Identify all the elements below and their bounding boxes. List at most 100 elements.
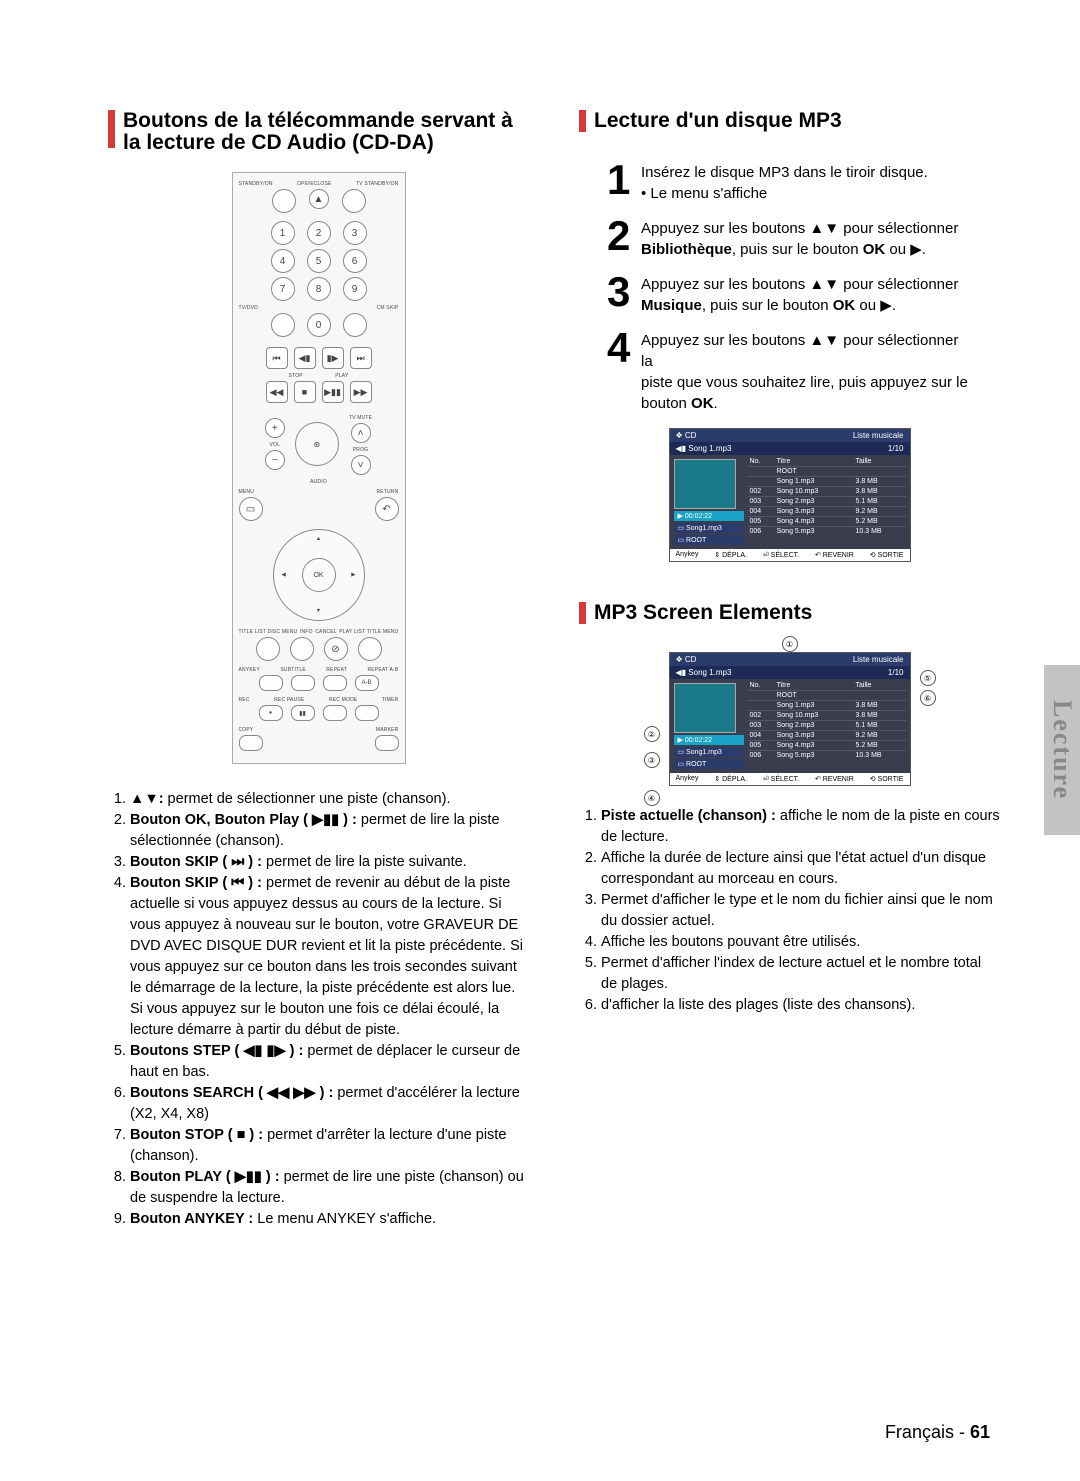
callout-2: ②	[644, 726, 660, 742]
num-9[interactable]: 9	[343, 277, 367, 301]
label-openclose: OPEN/CLOSE	[297, 181, 332, 187]
element-item: d'afficher la liste des plages (liste de…	[601, 995, 1000, 1016]
callout-6: ⑥	[920, 690, 936, 706]
label-repeatab: REPEAT A-B	[367, 667, 398, 673]
element-item: Piste actuelle (chanson) : affiche le no…	[601, 806, 1000, 848]
num-2[interactable]: 2	[307, 221, 331, 245]
callout-1: ①	[782, 636, 798, 652]
callout-5: ⑤	[920, 670, 936, 686]
label-prog: PROG	[353, 447, 369, 453]
step: 4Appuyez sur les boutons ▲▼ pour sélecti…	[607, 330, 970, 414]
standby-button[interactable]	[272, 189, 296, 213]
callout-4: ④	[644, 790, 660, 806]
step: 1Insérez le disque MP3 dans le tiroir di…	[607, 162, 970, 204]
right-heading2: MP3 Screen Elements	[594, 602, 812, 624]
vol-down-button[interactable]: −	[265, 450, 285, 470]
rec-button[interactable]: ●	[259, 705, 283, 721]
search-back-button[interactable]: ◀◀	[266, 381, 288, 403]
vol-up-button[interactable]: +	[265, 418, 285, 438]
heading-red-bar	[108, 110, 115, 148]
num-1[interactable]: 1	[271, 221, 295, 245]
marker-button[interactable]	[375, 735, 399, 751]
tv-standby-button[interactable]	[342, 189, 366, 213]
stop-button[interactable]: ■	[294, 381, 316, 403]
page-root: Boutons de la télécommande servant à la …	[0, 0, 1080, 1481]
label-menu: MENU	[239, 489, 255, 495]
left-heading-row: Boutons de la télécommande servant à la …	[108, 110, 529, 154]
return-button[interactable]: ↶	[375, 497, 399, 521]
search-fwd-button[interactable]: ▶▶	[350, 381, 372, 403]
step-text: Insérez le disque MP3 dans le tiroir dis…	[641, 162, 928, 204]
right-heading1-row: Lecture d'un disque MP3	[579, 110, 1000, 132]
num-0[interactable]: 0	[307, 313, 331, 337]
footer-sep: -	[954, 1422, 970, 1442]
label-rec: REC	[239, 697, 250, 703]
function-item: Boutons STEP ( ◀▮ ▮▶ ) : permet de dépla…	[130, 1041, 529, 1083]
footer-page: 61	[970, 1422, 990, 1442]
cancel-button[interactable]: ⊘	[324, 637, 348, 661]
timer-button[interactable]	[355, 705, 379, 721]
label-recmode: REC MODE	[329, 697, 358, 703]
recmode-button[interactable]	[323, 705, 347, 721]
playlist-button[interactable]	[358, 637, 382, 661]
dpad-ok-button[interactable]: OK	[302, 558, 336, 592]
num-4[interactable]: 4	[271, 249, 295, 273]
callout-3: ③	[644, 752, 660, 768]
heading-red-bar	[579, 602, 586, 624]
anykey-button[interactable]	[259, 675, 283, 691]
element-item: Permet d'afficher le type et le nom du f…	[601, 890, 1000, 932]
label-subtitle: SUBTITLE	[280, 667, 306, 673]
right-column: Lecture d'un disque MP3 1Insérez le disq…	[579, 110, 1000, 1230]
label-timer: TIMER	[382, 697, 399, 703]
step-text: Appuyez sur les boutons ▲▼ pour sélectio…	[641, 330, 970, 414]
step-text: Appuyez sur les boutons ▲▼ pour sélectio…	[641, 218, 958, 260]
prog-down-button[interactable]: ˅	[351, 455, 371, 475]
label-audio: AUDIO	[310, 479, 327, 485]
repeat-ab-button[interactable]: A-B	[355, 675, 379, 691]
recpause-button[interactable]: ▮▮	[291, 705, 315, 721]
label-copy: COPY	[239, 727, 254, 733]
prog-up-button[interactable]: ˄	[351, 423, 371, 443]
step-back-button[interactable]: ◀▮	[294, 347, 316, 369]
element-item: Permet d'afficher l'index de lecture act…	[601, 953, 1000, 995]
step-fwd-button[interactable]: ▮▶	[322, 347, 344, 369]
num-8[interactable]: 8	[307, 277, 331, 301]
copy-button[interactable]	[239, 735, 263, 751]
element-item: Affiche la durée de lecture ainsi que l'…	[601, 848, 1000, 890]
label-tvstandby: TV STANDBY/ON	[356, 181, 399, 187]
page-footer: Français - 61	[885, 1422, 990, 1443]
center-ok-button[interactable]: ⊛	[295, 422, 339, 466]
subtitle-button[interactable]	[291, 675, 315, 691]
num-5[interactable]: 5	[307, 249, 331, 273]
step: 3Appuyez sur les boutons ▲▼ pour sélecti…	[607, 274, 970, 316]
num-3[interactable]: 3	[343, 221, 367, 245]
dpad[interactable]: OK ▲▼◀▶	[273, 529, 365, 621]
remote-functions-list: ▲▼: permet de sélectionner une piste (ch…	[108, 789, 529, 1230]
step-number: 3	[607, 274, 641, 316]
skip-prev-button[interactable]: ⏮	[266, 347, 288, 369]
label-standby: STANDBY/ON	[239, 181, 273, 187]
footer-lang: Français	[885, 1422, 954, 1442]
cmskip-button[interactable]	[343, 313, 367, 337]
label-stop: STOP	[289, 373, 303, 379]
label-titlelist: TITLE LIST DISC MENU	[239, 629, 298, 635]
play-pause-button[interactable]: ▶▮▮	[322, 381, 344, 403]
label-info: INFO	[300, 629, 313, 635]
num-6[interactable]: 6	[343, 249, 367, 273]
menu-button[interactable]: ▭	[239, 497, 263, 521]
step-text: Appuyez sur les boutons ▲▼ pour sélectio…	[641, 274, 958, 316]
function-item: Boutons SEARCH ( ◀◀ ▶▶ ) : permet d'accé…	[130, 1083, 529, 1125]
repeat-button[interactable]	[323, 675, 347, 691]
openclose-button[interactable]: ▲	[309, 189, 329, 209]
tvdvd-button[interactable]	[271, 313, 295, 337]
titlelist-button[interactable]	[256, 637, 280, 661]
label-tvdvd: TV/DVD	[239, 305, 259, 311]
function-item: Bouton OK, Bouton Play ( ▶▮▮ ) : permet …	[130, 810, 529, 852]
num-7[interactable]: 7	[271, 277, 295, 301]
heading-red-bar	[579, 110, 586, 132]
step-number: 4	[607, 330, 641, 414]
element-item: Affiche les boutons pouvant être utilisé…	[601, 932, 1000, 953]
info-button[interactable]	[290, 637, 314, 661]
label-return: RETURN	[376, 489, 398, 495]
skip-next-button[interactable]: ⏭	[350, 347, 372, 369]
